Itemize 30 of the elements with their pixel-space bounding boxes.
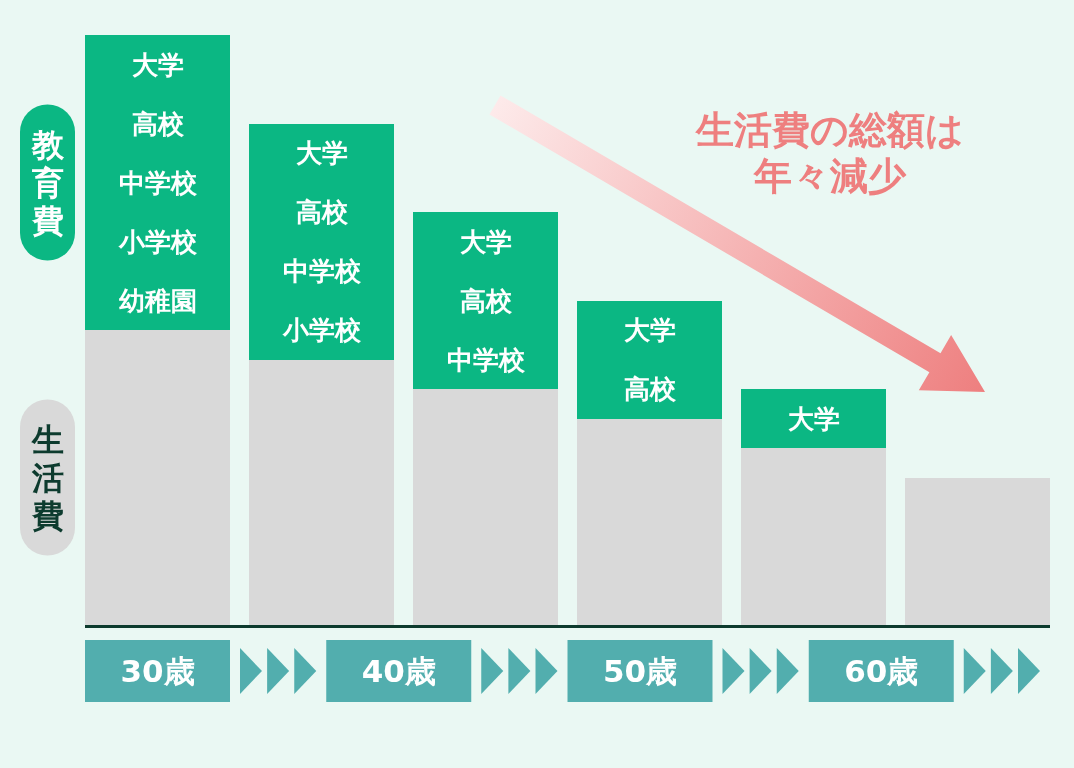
text: 大学 (787, 403, 840, 434)
text: 中学校 (446, 344, 525, 375)
series-label: 幼稚園 (118, 285, 197, 316)
text: 高校 (295, 197, 348, 227)
bar (741, 389, 886, 448)
group-label: 教育費 (20, 104, 75, 261)
series-label: 小学校 (117, 226, 198, 257)
text: 高校 (623, 374, 676, 404)
text: 高校 (459, 285, 512, 316)
series-label: 生活費 (30, 420, 64, 535)
text: 30歳 (120, 653, 195, 689)
bar (413, 389, 558, 625)
series-label: 大学 (131, 49, 184, 80)
bar (249, 359, 394, 625)
series-label: 生活費 (20, 399, 75, 556)
series-label: 高校 (131, 108, 185, 139)
bar (85, 330, 230, 625)
text: 中学校 (282, 256, 361, 286)
text: 60歳 (844, 653, 919, 689)
bar (577, 418, 722, 625)
text: 40歳 (361, 653, 436, 689)
bar (905, 477, 1050, 625)
text: 大学 (459, 226, 512, 257)
bar (741, 448, 886, 625)
text: 大学 (623, 315, 676, 345)
text: 大学 (295, 138, 348, 168)
text: 50歳 (602, 653, 678, 689)
series-label: 中学校 (118, 167, 198, 198)
text: 小学校 (282, 315, 361, 345)
annotation: 生活費の総額は年々減少 (694, 107, 965, 199)
